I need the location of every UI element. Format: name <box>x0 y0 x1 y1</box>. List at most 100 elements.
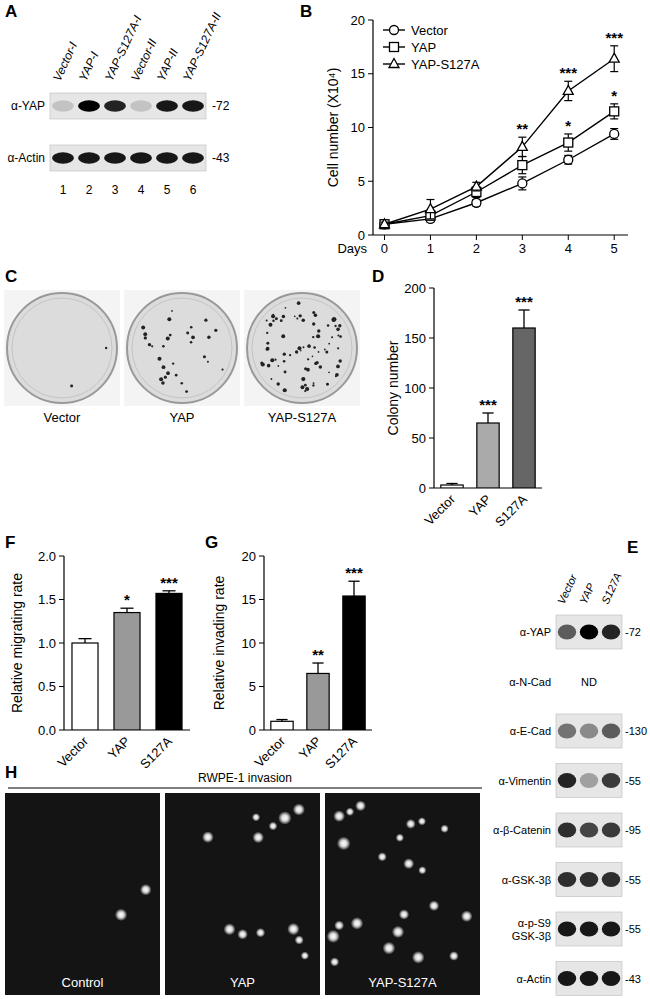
band <box>580 971 598 986</box>
legend-marker <box>389 59 399 68</box>
panel-label: H <box>5 763 17 782</box>
x-tick-label: 2 <box>473 241 480 256</box>
colony <box>296 317 298 319</box>
band <box>602 971 620 986</box>
y-tick <box>429 438 434 439</box>
data-point <box>517 141 527 150</box>
x-tick <box>384 235 385 240</box>
y-tick-label: 2.0 <box>38 549 56 564</box>
band <box>558 724 576 739</box>
error-cap <box>518 156 526 157</box>
invading-cell <box>224 923 236 935</box>
error-bar <box>564 81 572 100</box>
colony <box>283 353 286 356</box>
colony <box>332 317 336 321</box>
significance: *** <box>345 564 363 581</box>
error-stem <box>487 413 488 423</box>
error-bar <box>518 137 526 156</box>
legend-marker <box>390 26 399 35</box>
significance: *** <box>560 64 578 81</box>
y-tick-label: 1.0 <box>38 636 56 651</box>
colony <box>175 374 178 377</box>
colony <box>306 368 310 372</box>
invading-cell <box>256 928 265 937</box>
invading-cell <box>383 942 396 955</box>
band <box>558 872 576 887</box>
invading-cell <box>418 817 426 825</box>
colony <box>172 362 174 364</box>
blot-strip <box>556 714 622 748</box>
error-cap <box>78 638 91 639</box>
y-tick <box>368 20 373 21</box>
panel-label: G <box>205 533 218 552</box>
invading-cell <box>429 900 440 911</box>
legend-entry: YAP-S127A <box>383 57 480 72</box>
band <box>580 823 598 838</box>
colony <box>332 318 336 322</box>
error-bar <box>78 639 91 643</box>
lane-number: 3 <box>112 183 119 197</box>
colony <box>162 365 166 369</box>
lane-number: 6 <box>190 183 197 197</box>
error-cap <box>426 218 434 219</box>
significance: * <box>565 117 571 134</box>
panel-label: F <box>5 533 15 552</box>
error-cap <box>518 156 526 157</box>
colony <box>180 382 183 385</box>
invading-cell <box>337 837 351 851</box>
colony <box>143 332 147 336</box>
colony <box>312 311 315 314</box>
band <box>156 100 178 111</box>
x-tick-label: YAP <box>105 734 133 762</box>
x-tick-label: 3 <box>519 241 526 256</box>
colony <box>141 325 145 329</box>
band <box>558 922 576 937</box>
colony <box>204 319 207 322</box>
bar <box>477 423 499 488</box>
y-tick-label: 10 <box>242 636 256 651</box>
colony <box>271 314 275 318</box>
data-point <box>471 181 481 190</box>
colony <box>151 345 153 347</box>
blot-strip <box>556 615 622 649</box>
colony <box>266 342 269 345</box>
legend-entry: YAP <box>383 40 436 55</box>
error-bar <box>610 104 618 119</box>
error-cap <box>518 173 526 174</box>
error-bar <box>564 155 572 164</box>
x-tick-label: S127A <box>137 733 175 771</box>
error-bar <box>446 484 457 486</box>
colony <box>325 351 328 354</box>
band <box>580 872 598 887</box>
error-cap <box>518 189 526 190</box>
y-axis-label: Colony number <box>385 340 401 435</box>
band <box>580 773 598 788</box>
x-tick-label: Vector <box>54 733 91 770</box>
invading-cell <box>202 831 214 843</box>
row-label-line: α-p-S9 <box>518 917 551 929</box>
image-label: YAP-S127A <box>368 975 437 990</box>
band <box>580 922 598 937</box>
y-tick <box>59 686 64 687</box>
error-bar <box>610 129 618 140</box>
error-bar <box>120 608 133 612</box>
colony <box>166 371 170 375</box>
blot-strip <box>50 145 206 171</box>
colony <box>266 347 269 350</box>
colony <box>312 336 314 338</box>
colony <box>159 377 163 381</box>
band <box>130 100 152 111</box>
y-tick <box>59 643 64 644</box>
invading-cell <box>278 811 292 825</box>
x-tick-label: 4 <box>565 241 572 256</box>
panel-label: A <box>5 2 17 21</box>
image-label: Vector <box>44 410 82 425</box>
band <box>602 872 620 887</box>
y-tick <box>429 338 434 339</box>
plot-area <box>379 46 619 229</box>
colony <box>267 364 271 368</box>
bar <box>271 721 293 730</box>
band <box>580 625 598 640</box>
colony <box>295 350 298 353</box>
y-tick-label: 150 <box>404 331 426 346</box>
